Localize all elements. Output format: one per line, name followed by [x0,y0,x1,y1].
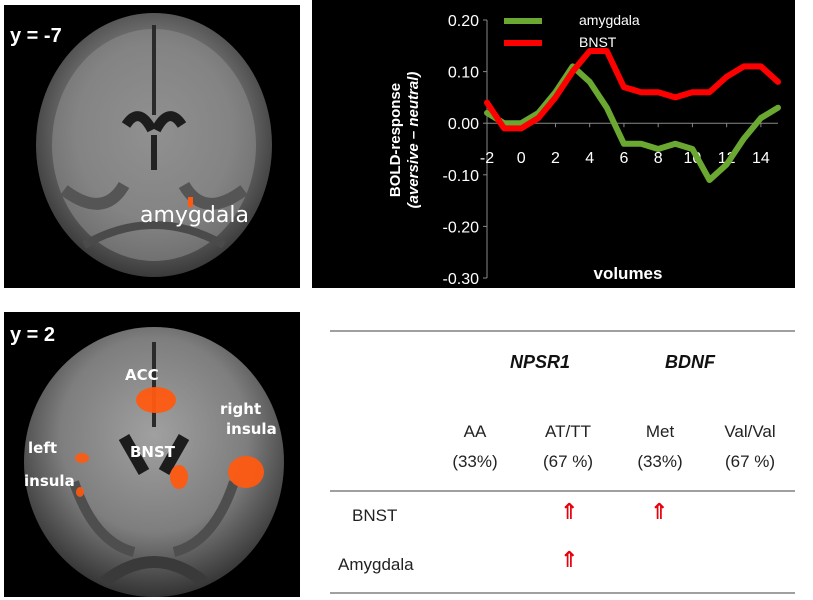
x-tick-label: 2 [551,150,560,167]
x-tick-label: 0 [517,150,526,167]
genotype-header: Met [645,422,675,441]
right-insula-label-line2: insula [226,420,277,438]
row-label-bnst: BNST [352,506,398,525]
y-axis-label-line2: (aversive – neutral) [405,72,422,209]
left-insula-label-line1: left [28,439,58,457]
table-top-rule [330,330,795,332]
gene-header-npsr1: NPSR1 [509,352,571,372]
legend-label-amygdala: amygdala [579,12,640,28]
genotype-percent: (67 %) [724,452,776,471]
table-middle-rule [330,490,795,492]
brain-slice-bottom: y = 2 ACC right insula left insula BNST [4,312,300,597]
series-line-amygdala [484,63,781,183]
y-tick-label: 0.20 [448,13,479,30]
increase-arrow: ⇑ [650,500,669,525]
brain-slice-top: y = -7 amygdala [4,5,300,288]
left-insula-label-line2: insula [24,472,75,490]
genotype-header: Val/Val [724,422,776,441]
increase-arrow: ⇑ [560,548,579,573]
genotype-table: NPSR1 BDNF AA (33%) AT/TT (67 %) Met (33… [330,330,795,596]
genotype-percent: (33%) [452,452,498,471]
chart-axes: 0.200.100.00-0.10-0.20-0.30-2 0 2 4 6 8 10 12 14 [443,13,778,288]
series-line-bnst [484,48,781,132]
x-axis-label: volumes [594,264,663,283]
genotype-percent: (33%) [637,452,683,471]
chart-svg: 0.200.100.00-0.10-0.20-0.30-2 0 2 4 6 8 10 12 14… [387,12,781,288]
genotype-percent: (67 %) [542,452,594,471]
y-tick-label: -0.30 [443,271,480,288]
y-tick-label: -0.10 [443,168,480,185]
x-tick-label: -2 [480,150,494,167]
increase-arrow: ⇑ [560,500,579,525]
bnst-region-label: BNST [130,443,176,461]
x-tick-label: 8 [654,150,663,167]
genotype-header: AA [463,422,487,441]
chart-series [484,48,781,183]
y-tick-label: 0.10 [448,65,479,82]
right-insula-label-line1: right [220,400,262,418]
brain-image-bottom [24,327,284,597]
brain-image-top [36,13,272,277]
legend-label-bnst: BNST [579,34,617,50]
acc-region-label: ACC [125,366,159,384]
bold-response-chart: 0.20 0.10 0.00 -0.10 -0.20 -0.30 -2 0 2 4 6 8 10 12 14… [312,0,795,288]
y-axis-label-line1: BOLD-response [387,83,404,197]
genotype-header: AT/TT [545,422,591,441]
slice-coordinate-top: y = -7 [10,25,62,47]
row-label-amygdala: Amygdala [338,555,414,574]
x-tick-label: 14 [752,150,770,167]
gene-header-bdnf: BDNF [665,352,715,372]
amygdala-region-label: amygdala [140,203,249,228]
x-tick-label: 4 [585,150,594,167]
chart-legend: amygdala BNST [504,12,640,50]
slice-coordinate-bottom: y = 2 [10,324,56,346]
table-bottom-rule [330,592,795,594]
y-tick-label: 0.00 [448,116,479,133]
y-tick-label: -0.20 [443,219,480,236]
x-tick-label: 6 [619,150,628,167]
